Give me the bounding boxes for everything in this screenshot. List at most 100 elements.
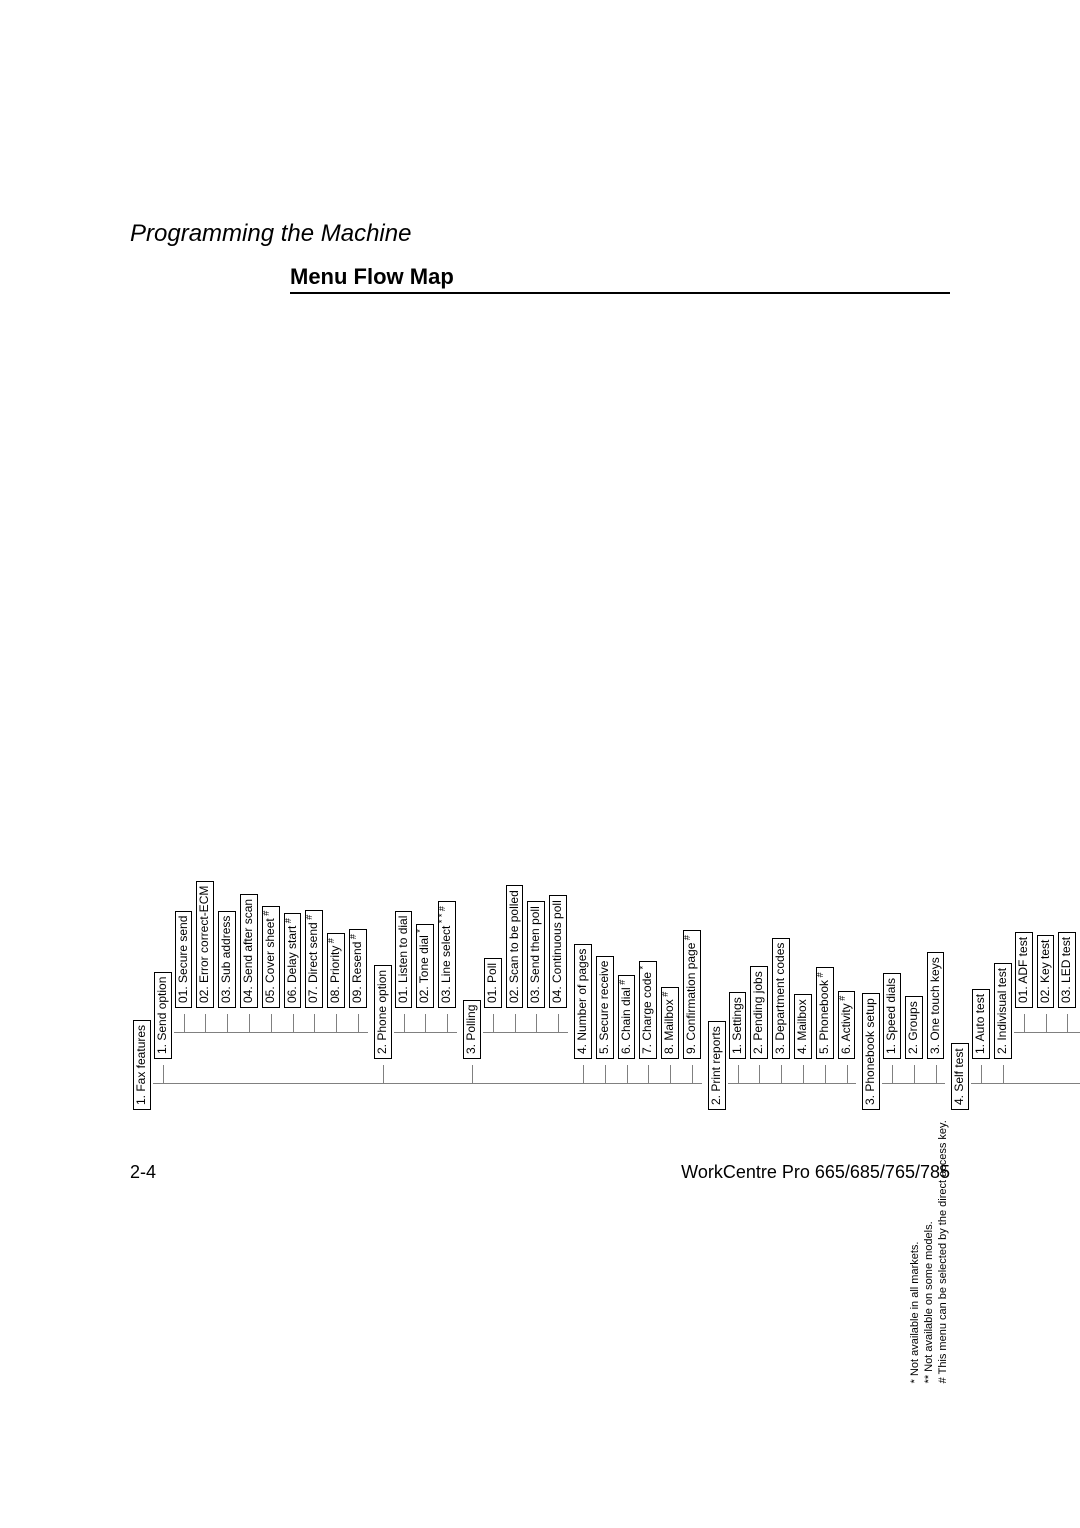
- menu-item: 3. Department codes: [771, 300, 791, 1069]
- menu-item: 9. Confirmation page #: [682, 300, 702, 1069]
- menu-node-marker: #: [326, 938, 336, 946]
- menu-item: 3. Phonebook setup1. Speed dials2. Group…: [861, 300, 948, 1120]
- menu-item: 02. Scan to be polled: [505, 300, 525, 1018]
- menu-item: 3. Polling01. Poll02. Scan to be polled0…: [462, 300, 571, 1069]
- menu-node-marker: #: [837, 996, 847, 1004]
- menu-node-marker: #: [283, 918, 293, 926]
- product-line: WorkCentre Pro 665/685/765/785: [681, 1162, 950, 1183]
- menu-item: 2. Print reports1. Settings2. Pending jo…: [707, 300, 860, 1120]
- menu-item: 1. Fax features1. Send option01. Secure …: [132, 300, 705, 1120]
- footnote-star: * Not available in all markets.: [909, 1120, 923, 1383]
- menu-item: 5. Phonebook #: [815, 300, 835, 1069]
- menu-node: 1. Auto test: [972, 989, 990, 1059]
- menu-node-marker: #: [304, 915, 314, 923]
- menu-node: 3. Phonebook setup: [862, 993, 880, 1110]
- menu-node-marker: *: [638, 966, 648, 972]
- menu-subtree: 01. ADF test02. Key test03. LED test04. …: [1014, 300, 1080, 1033]
- menu-node: 02. Key test: [1037, 935, 1055, 1008]
- menu-node: 03. Sub address: [218, 911, 236, 1008]
- menu-subtree: 1. Send option01. Secure send02. Error c…: [153, 300, 702, 1084]
- menu-item: 1. Settings: [728, 300, 748, 1069]
- menu-node-marker: #: [660, 992, 670, 1000]
- menu-node: 02. Scan to be polled: [506, 885, 524, 1008]
- footnote-dstar: ** Not available on some models.: [923, 1120, 937, 1383]
- menu-node: 1. Send option: [154, 972, 172, 1059]
- menu-node: 3. One touch keys: [927, 952, 945, 1059]
- menu-node: 2. Phone option: [374, 965, 392, 1059]
- menu-node: 03. Line select * * #: [438, 901, 456, 1008]
- menu-item: 6. Chain dial #: [617, 300, 637, 1069]
- menu-flow-map: 1. Fax features1. Send option01. Secure …: [130, 300, 950, 1120]
- menu-item: 03. Sub address: [217, 300, 237, 1018]
- menu-node: 9. Confirmation page #: [683, 930, 701, 1059]
- menu-node: 5. Secure receive: [596, 956, 614, 1059]
- menu-subtree: 01. Secure send02. Error correct-ECM03. …: [174, 300, 368, 1033]
- menu-node: 1. Speed dials: [883, 973, 901, 1059]
- menu-item: 2. Pending jobs: [749, 300, 769, 1069]
- menu-item: 01. ADF test: [1014, 300, 1034, 1018]
- menu-flow-map-rotated: 1. Fax features1. Send option01. Secure …: [130, 300, 950, 1120]
- menu-subtree: 1. Speed dials2. Groups3. One touch keys: [882, 300, 945, 1084]
- menu-item: 2. Indivisual test01. ADF test02. Key te…: [993, 300, 1080, 1069]
- menu-node: 8. Mailbox #: [661, 987, 679, 1059]
- menu-node: 1. Settings: [729, 992, 747, 1059]
- menu-node: 06. Delay start #: [284, 913, 302, 1008]
- menu-item: 2. Groups: [904, 300, 924, 1069]
- menu-item: 02. Key test: [1036, 300, 1056, 1018]
- menu-subtree: 1. Auto test2. Indivisual test01. ADF te…: [971, 300, 1080, 1084]
- menu-node-marker: #: [261, 911, 271, 919]
- menu-item: 02. Tone dial *: [415, 300, 435, 1018]
- menu-node: 1. Fax features: [133, 1020, 151, 1110]
- menu-node: 02. Error correct-ECM: [196, 881, 214, 1008]
- menu-node: 02. Tone dial *: [416, 924, 434, 1008]
- menu-node-marker: #: [617, 980, 627, 988]
- menu-node: 2. Print reports: [708, 1021, 726, 1110]
- menu-item: 09. Resend #: [348, 300, 368, 1018]
- menu-node: 4. Mailbox: [794, 994, 812, 1059]
- page-number: 2-4: [130, 1162, 156, 1183]
- menu-node: 03. Send then poll: [527, 901, 545, 1008]
- menu-item: 02. Error correct-ECM: [195, 300, 215, 1018]
- section-title: Menu Flow Map: [290, 264, 454, 289]
- menu-item: 01. Listen to dial: [394, 300, 414, 1018]
- menu-node: 2. Groups: [905, 996, 923, 1059]
- menu-item: 1. Speed dials: [882, 300, 902, 1069]
- menu-item: 04. Send after scan: [239, 300, 259, 1018]
- footnotes: * Not available in all markets. ** Not a…: [909, 1120, 950, 1383]
- footnote-hash: # This menu can be selected by the direc…: [936, 1120, 950, 1383]
- menu-node: 3. Department codes: [772, 938, 790, 1059]
- menu-subtree: 01. Poll02. Scan to be polled03. Send th…: [483, 300, 568, 1033]
- menu-item: 1. Send option01. Secure send02. Error c…: [153, 300, 371, 1069]
- menu-node: 6. Activity #: [838, 991, 856, 1059]
- menu-node: 6. Chain dial #: [618, 975, 636, 1059]
- menu-node-marker: #: [348, 934, 358, 942]
- menu-node: 07. Direct send #: [305, 910, 323, 1008]
- menu-node: 04. Continuous poll: [549, 895, 567, 1008]
- menu-item: 2. Phone option01. Listen to dial02. Ton…: [373, 300, 460, 1069]
- menu-item: 08. Priority #: [326, 300, 346, 1018]
- menu-item: 6. Activity #: [837, 300, 857, 1069]
- menu-node: 04. Send after scan: [240, 894, 258, 1008]
- menu-item: 03. Line select * * #: [437, 300, 457, 1018]
- menu-node-marker: *: [415, 929, 425, 935]
- menu-node: 01. Poll: [484, 958, 502, 1008]
- menu-node: 7. Charge code *: [639, 961, 657, 1059]
- menu-node-marker: * * #: [437, 906, 447, 926]
- menu-item: 4. Number of pages: [573, 300, 593, 1069]
- menu-item: 4. Self test1. Auto test2. Indivisual te…: [950, 300, 1080, 1120]
- menu-node: 03. LED test: [1058, 932, 1076, 1008]
- chapter-title: Programming the Machine: [130, 220, 411, 248]
- menu-node: 05. Cover sheet #: [262, 906, 280, 1008]
- menu-node: 01. Secure send: [175, 911, 193, 1008]
- menu-item: 4. Mailbox: [793, 300, 813, 1069]
- menu-node: 01. ADF test: [1015, 932, 1033, 1008]
- menu-subtree: 01. Listen to dial02. Tone dial *03. Lin…: [394, 300, 457, 1033]
- menu-item: 01. Poll: [483, 300, 503, 1018]
- menu-item: 8. Mailbox #: [660, 300, 680, 1069]
- menu-item: 07. Direct send #: [304, 300, 324, 1018]
- menu-item: 06. Delay start #: [283, 300, 303, 1018]
- section-title-rule: Menu Flow Map: [290, 264, 950, 294]
- menu-node: 08. Priority #: [327, 933, 345, 1008]
- menu-node: 5. Phonebook #: [816, 967, 834, 1059]
- menu-node: 2. Pending jobs: [750, 966, 768, 1059]
